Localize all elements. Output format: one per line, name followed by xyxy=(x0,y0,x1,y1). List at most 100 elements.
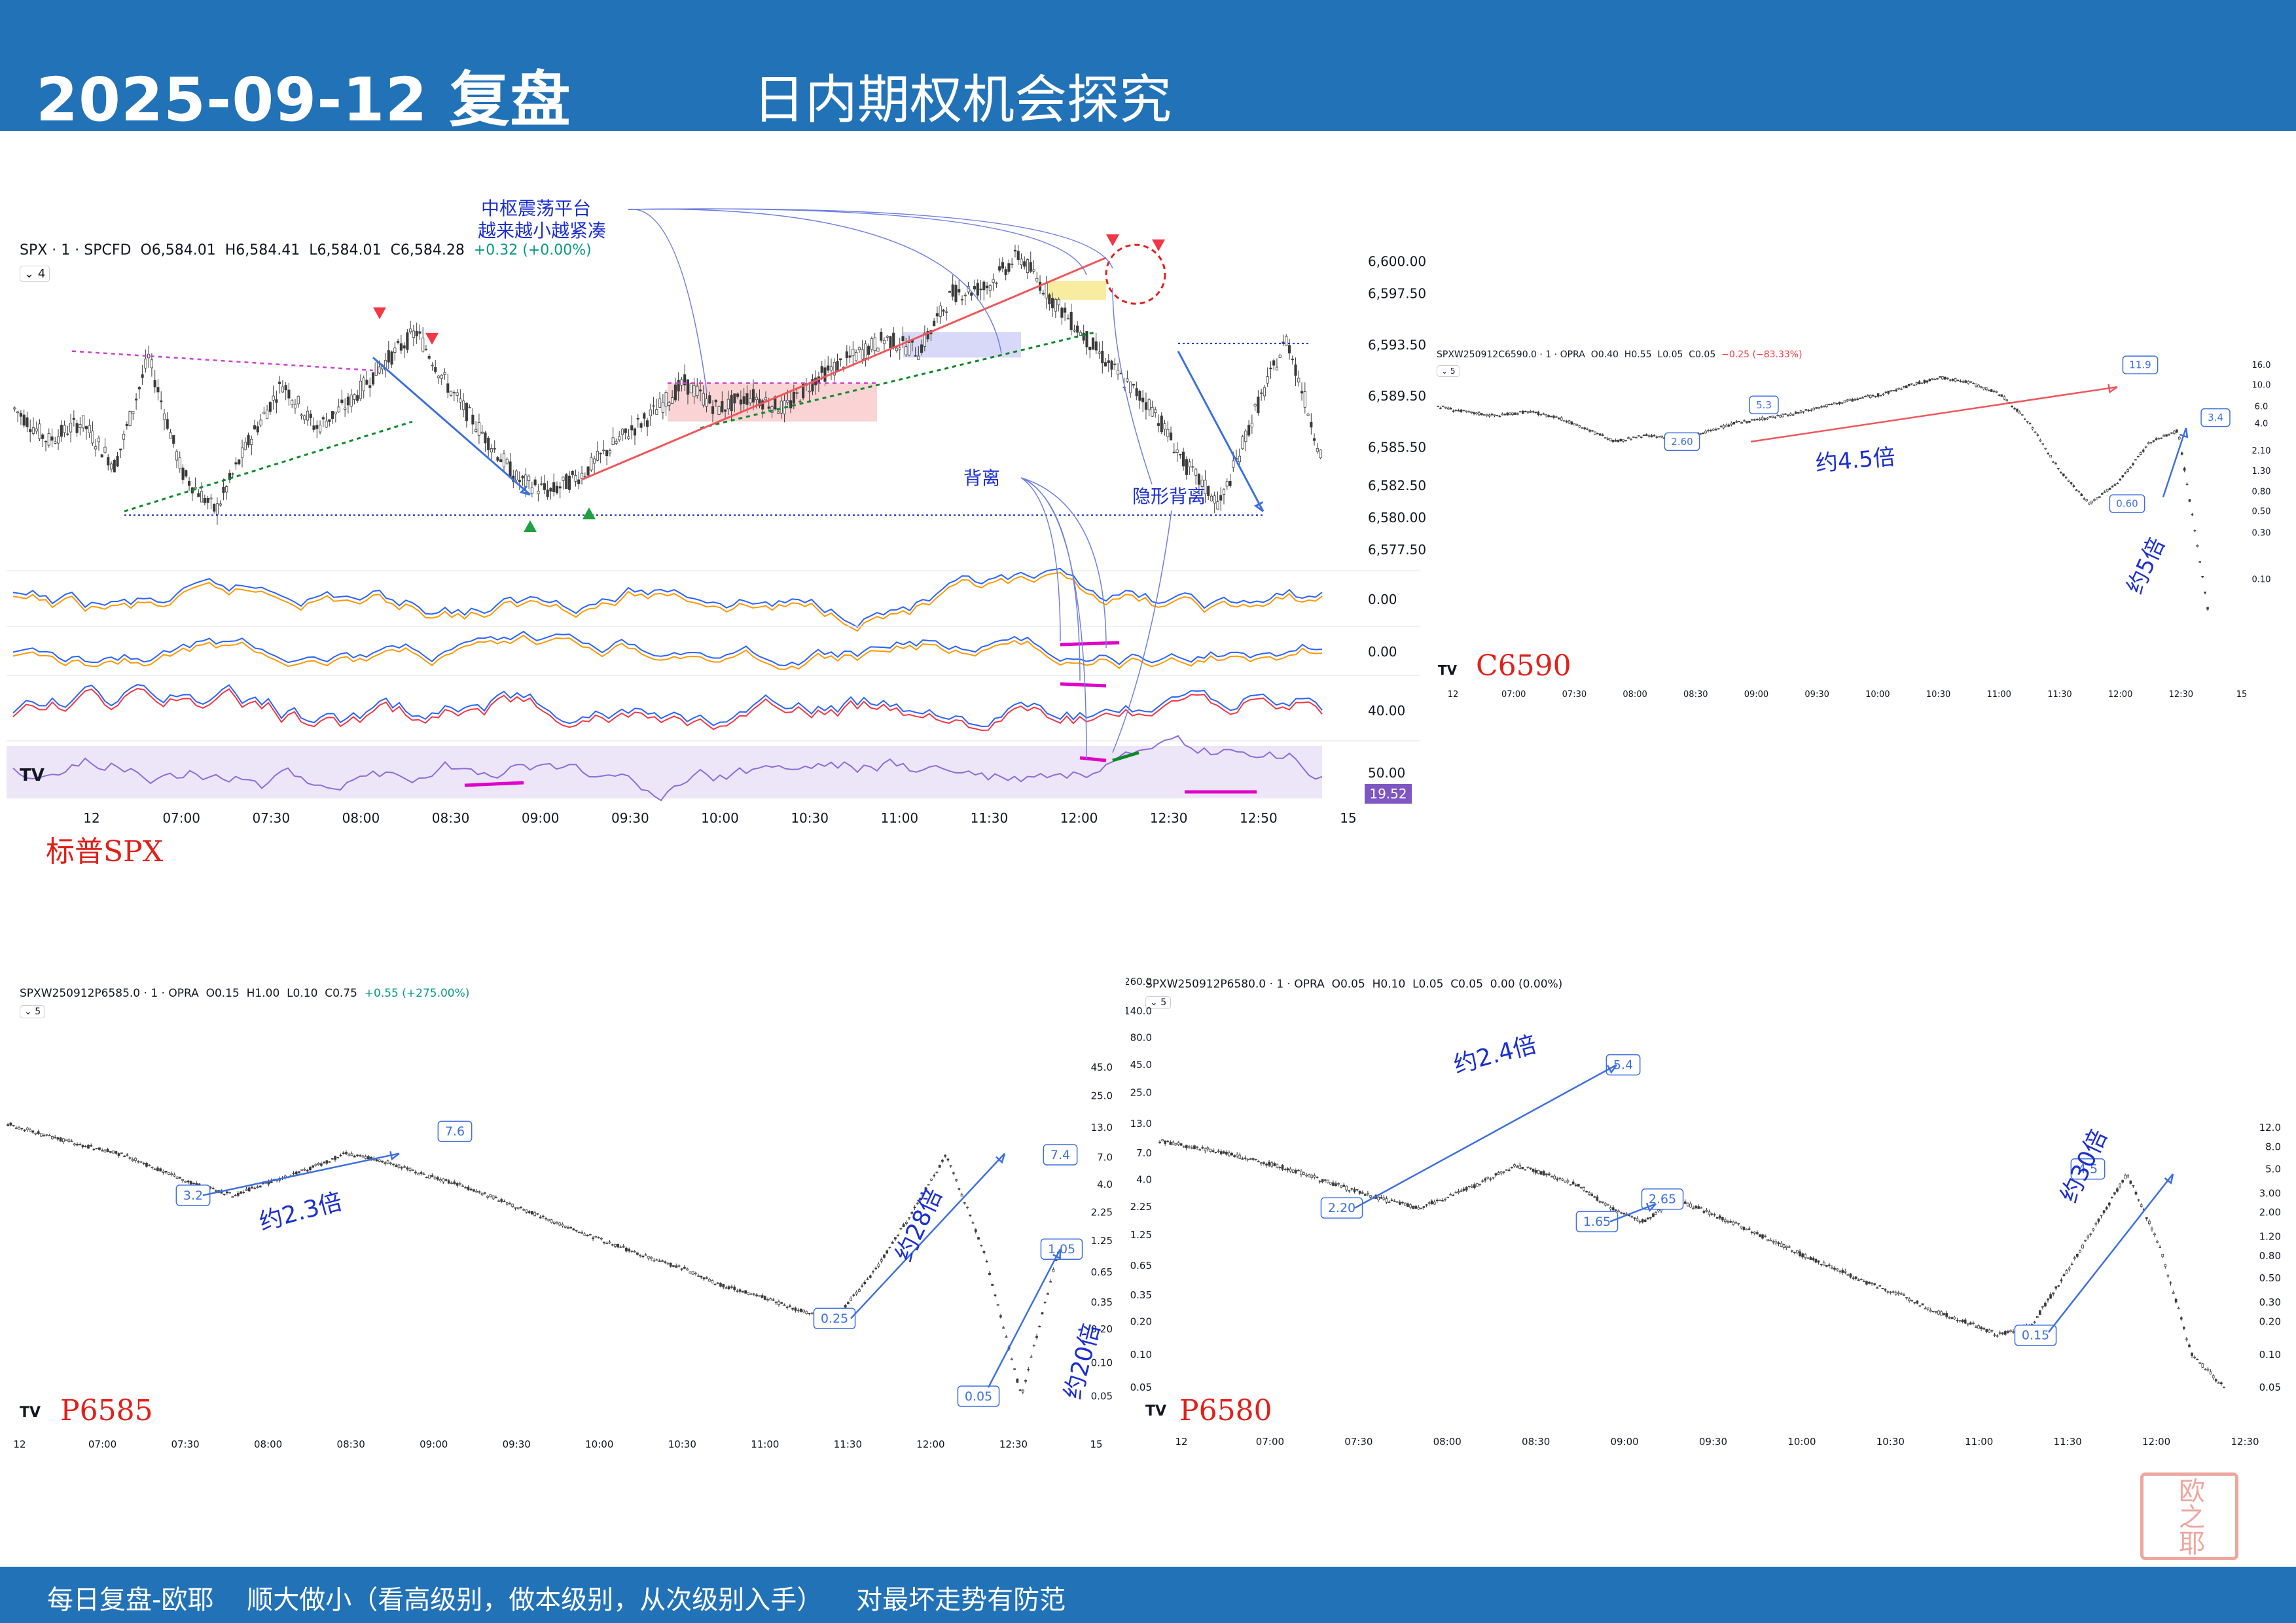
spx-candle xyxy=(1185,459,1188,475)
c6590-candle xyxy=(2157,438,2161,440)
c6590-candle xyxy=(2180,452,2183,455)
c6590-candle xyxy=(1835,402,1839,404)
p6580-candle xyxy=(1273,1163,1276,1166)
spx-candle xyxy=(82,415,85,429)
spx-candle xyxy=(861,349,864,360)
p6580-candle xyxy=(1777,1242,1780,1244)
spx-candle xyxy=(948,291,952,293)
spx-candle xyxy=(914,355,917,357)
c6590-candle xyxy=(1722,425,1725,429)
p6580-y-tick-label: 4.0 xyxy=(1136,1173,1152,1185)
p6585-candle xyxy=(425,1177,428,1179)
c6590-candle xyxy=(2129,467,2132,469)
p6580-candle xyxy=(1460,1190,1463,1192)
spx-candle xyxy=(882,340,886,344)
c6590-candle xyxy=(1910,383,1913,385)
p6580-candle xyxy=(1812,1257,1815,1260)
spx-candle xyxy=(50,436,54,441)
spx-x-tick-label: 09:00 xyxy=(522,810,560,826)
p6585-candle xyxy=(228,1192,231,1194)
spx-candle xyxy=(1147,399,1151,410)
p6585-low: L0.10 xyxy=(287,987,318,1000)
spx-candle xyxy=(1020,259,1023,266)
p6585-interval-badge[interactable]: ⌄ 5 xyxy=(20,1005,46,1018)
spx-candle xyxy=(215,503,219,515)
p6580-candle xyxy=(1310,1174,1314,1178)
c6590-symbol[interactable]: SPXW250912C6590.0 · 1 · OPRA xyxy=(1437,349,1585,360)
p6585-candle xyxy=(944,1154,947,1157)
p6580-candle xyxy=(1543,1171,1545,1176)
p6580-candle xyxy=(2177,1308,2180,1310)
c6590-candle xyxy=(1946,378,1949,380)
p6585-candle xyxy=(522,1209,526,1211)
p6580-candle xyxy=(1831,1267,1833,1270)
c6590-candle xyxy=(2193,529,2197,531)
c6590-candle xyxy=(2090,501,2093,503)
spx-candle xyxy=(530,488,533,494)
p6585-candle xyxy=(386,1160,389,1164)
c6590-callout-box xyxy=(1749,395,1779,415)
p6580-candle xyxy=(1857,1279,1860,1281)
p6580-candle xyxy=(1508,1169,1511,1171)
spx-candle xyxy=(905,346,908,355)
spx-candle xyxy=(686,379,690,395)
p6580-candle xyxy=(2116,1188,2119,1192)
p6585-candle xyxy=(95,1148,98,1149)
p6585-candle xyxy=(996,1304,999,1306)
c6590-interval-badge[interactable]: ⌄ 5 xyxy=(1437,365,1460,377)
p6580-symbol[interactable]: SPXW250912P6580.0 · 1 · OPRA xyxy=(1145,978,1325,991)
p6580-interval-badge[interactable]: ⌄ 5 xyxy=(1145,996,1172,1009)
spx-candle xyxy=(1141,397,1145,402)
spx-candle xyxy=(287,389,291,399)
c6590-candle xyxy=(1812,408,1816,411)
c6590-y-tick-label: 4.0 xyxy=(2255,419,2269,429)
p6585-candle xyxy=(20,1128,24,1130)
p6580-candle xyxy=(1417,1207,1420,1210)
p6580-y-tick-label: 0.20 xyxy=(1130,1316,1152,1328)
p6585-callout-label: 0.25 xyxy=(821,1311,848,1326)
p6585-candle xyxy=(494,1196,497,1198)
c6590-candle xyxy=(1583,427,1586,429)
p6580-candle xyxy=(1358,1190,1361,1194)
c6590-arrow-head xyxy=(2108,383,2118,394)
p6585-candle xyxy=(23,1130,26,1132)
p6585-candle xyxy=(231,1196,234,1198)
spx-candle xyxy=(393,348,397,353)
p6580-candle xyxy=(1350,1188,1354,1190)
p6580-candle xyxy=(2134,1192,2138,1195)
p6585-candle xyxy=(877,1264,880,1267)
p6585-symbol[interactable]: SPXW250912P6585.0 · 1 · OPRA xyxy=(20,987,199,1000)
p6580-candle xyxy=(1881,1287,1884,1289)
spx-interval-badge[interactable]: ⌄ 4 xyxy=(20,266,50,282)
spx-candle xyxy=(309,414,312,418)
spx-candle xyxy=(939,305,942,317)
p6585-candle xyxy=(719,1283,722,1287)
spx-candle xyxy=(661,402,664,413)
p6585-candle xyxy=(420,1172,423,1174)
spx-support-line xyxy=(700,330,1097,429)
c6590-candle xyxy=(1907,384,1910,386)
spx-candle xyxy=(1035,277,1039,281)
spx-candle xyxy=(446,383,450,393)
p6580-candle xyxy=(2094,1222,2098,1225)
p6585-candle xyxy=(120,1152,123,1154)
p6580-candle xyxy=(2119,1183,2121,1186)
p6580-candle xyxy=(1910,1300,1914,1302)
spx-candle xyxy=(300,414,303,416)
c6590-candle xyxy=(2100,493,2104,495)
spx-candle xyxy=(711,406,715,414)
spx-symbol[interactable]: SPX · 1 · SPCFD xyxy=(20,242,132,259)
c6590-candle xyxy=(1763,418,1767,420)
c6590-candle xyxy=(1558,418,1560,419)
spx-candle xyxy=(954,285,958,302)
spx-candle xyxy=(845,351,848,358)
c6590-candle xyxy=(1560,417,1563,421)
spx-candle xyxy=(19,412,22,417)
c6590-candle xyxy=(1939,376,1941,378)
p6580-candle xyxy=(1369,1195,1372,1198)
p6585-candle xyxy=(353,1155,356,1158)
p6580-candle xyxy=(2033,1321,2036,1323)
c6590-candle xyxy=(1611,439,1615,442)
c6590-candle xyxy=(1457,410,1460,412)
p6585-y-tick-label: 0.65 xyxy=(1091,1266,1113,1278)
